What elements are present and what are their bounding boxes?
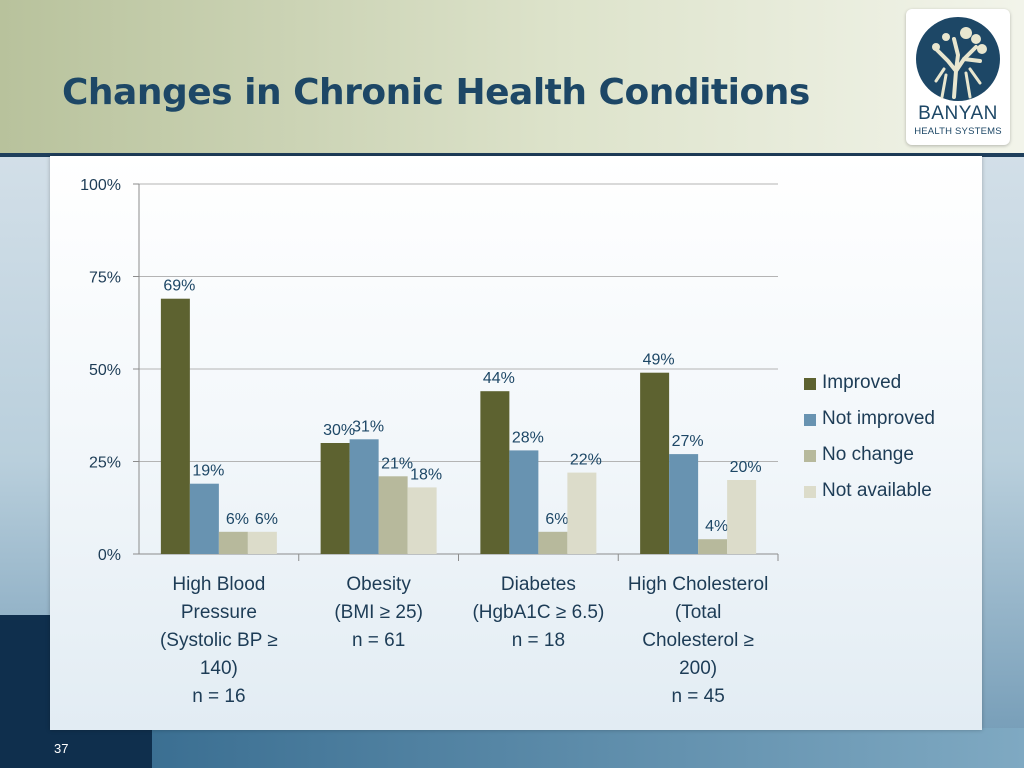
logo-subtitle: HEALTH SYSTEMS (914, 126, 1002, 137)
legend-label-no-change: No change (822, 444, 914, 465)
x-tick-label: 200) (679, 658, 717, 679)
data-label: 6% (255, 511, 278, 528)
x-tick-label: (Systolic BP ≥ (160, 630, 278, 651)
page-number: 37 (54, 741, 69, 756)
bar (509, 450, 539, 554)
bar (247, 531, 277, 554)
legend-swatch-improved (804, 378, 816, 390)
slide-header: Changes in Chronic Health Conditions BAN… (0, 0, 1024, 155)
bar (189, 483, 219, 554)
data-label: 49% (643, 352, 675, 369)
data-label: 4% (705, 518, 728, 535)
legend-label-improved: Improved (822, 372, 902, 393)
data-label: 6% (545, 511, 568, 528)
bar (698, 539, 728, 554)
legend-label-not-improved: Not improved (822, 408, 935, 429)
y-tick-label: 100% (80, 177, 121, 194)
data-label: 6% (226, 511, 249, 528)
data-label: 27% (672, 433, 704, 450)
x-tick-label: (HgbA1C ≥ 6.5) (472, 602, 604, 623)
data-label: 44% (483, 370, 515, 387)
x-tick-label: (BMI ≥ 25) (334, 602, 423, 623)
chart-panel (50, 156, 982, 730)
y-tick-label: 50% (89, 362, 121, 379)
x-tick-label: n = 61 (352, 630, 405, 651)
x-tick-label: 140) (200, 658, 238, 679)
logo-name: BANYAN (918, 103, 998, 124)
x-tick-label: n = 18 (512, 630, 565, 651)
data-label: 22% (570, 452, 602, 469)
bar (378, 476, 408, 554)
y-tick-label: 25% (89, 455, 121, 472)
bar (538, 531, 568, 554)
x-tick-label: (Total (675, 602, 721, 623)
y-tick-label: 0% (98, 547, 121, 564)
x-tick-label: Diabetes (501, 574, 576, 595)
x-tick-label: High Cholesterol (628, 574, 768, 595)
bar (567, 472, 597, 554)
bar (160, 298, 190, 554)
bar (727, 480, 757, 554)
bar (640, 372, 670, 554)
data-label: 30% (323, 422, 355, 439)
data-label: 20% (730, 459, 762, 476)
bar (349, 439, 379, 554)
bar (480, 391, 510, 554)
bar (320, 443, 350, 554)
x-tick-label: n = 16 (192, 686, 245, 707)
y-tick-label: 75% (89, 270, 121, 287)
x-tick-label: n = 45 (671, 686, 724, 707)
x-tick-label: Pressure (181, 602, 257, 623)
data-label: 19% (192, 463, 224, 480)
legend-swatch-not-improved (804, 414, 816, 426)
data-label: 28% (512, 429, 544, 446)
logo: BANYAN HEALTH SYSTEMS (906, 9, 1010, 145)
data-label: 31% (352, 418, 384, 435)
legend-swatch-no-change (804, 450, 816, 462)
slide-title: Changes in Chronic Health Conditions (62, 72, 810, 113)
data-label: 18% (410, 466, 442, 483)
x-tick-label: Cholesterol ≥ (642, 630, 754, 651)
legend-swatch-not-available (804, 486, 816, 498)
x-tick-label: Obesity (346, 574, 411, 595)
bar (407, 487, 437, 554)
data-label: 21% (381, 455, 413, 472)
legend-label-not-available: Not available (822, 480, 932, 501)
bar (218, 531, 248, 554)
footer-band (152, 728, 1024, 768)
data-label: 69% (163, 278, 195, 295)
bar (669, 454, 699, 554)
banyan-tree-icon (916, 17, 1000, 101)
x-tick-label: High Blood (172, 574, 265, 595)
header-rule (0, 153, 1024, 157)
